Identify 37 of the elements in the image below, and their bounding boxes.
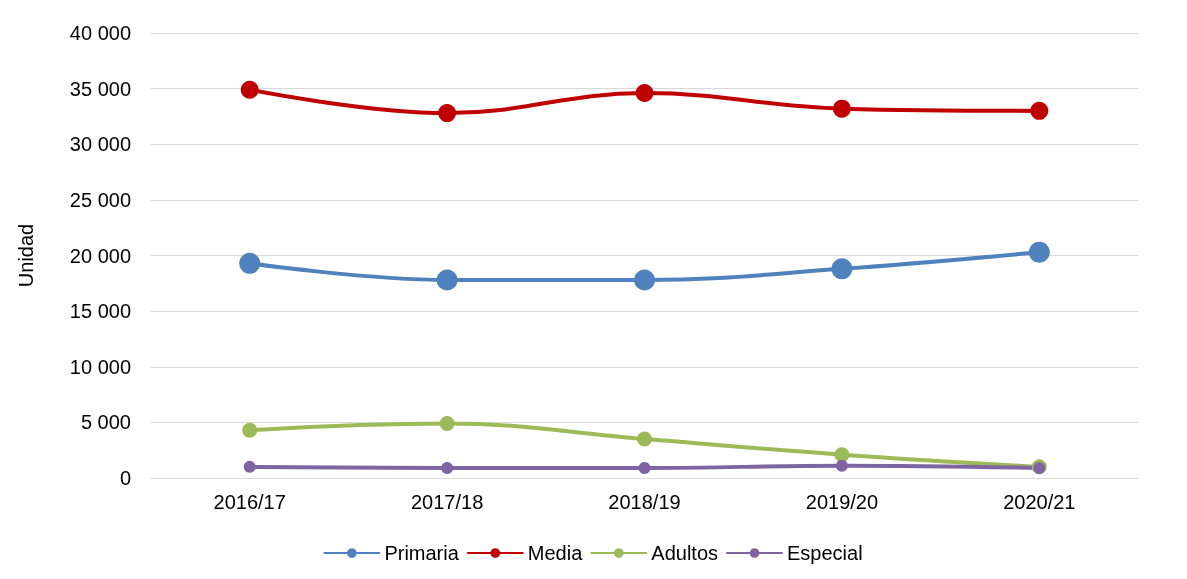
point: [637, 431, 652, 447]
point: [832, 99, 851, 118]
x-tick-label: 2018/19: [608, 491, 681, 513]
point: [638, 461, 651, 474]
point: [635, 84, 654, 103]
x-tick-label: 2016/17: [213, 491, 286, 513]
y-axis-title: Unidad: [15, 223, 37, 288]
point: [835, 459, 848, 472]
y-tick-label: 40 000: [69, 22, 131, 44]
point: [834, 447, 850, 463]
x-tick-label: 2020/21: [1003, 491, 1076, 513]
point: [439, 415, 455, 431]
y-tick-label: 35 000: [69, 77, 131, 100]
point: [243, 460, 256, 473]
point: [436, 269, 458, 291]
y-tick-label: 20 000: [69, 244, 131, 267]
point: [634, 269, 655, 291]
point: [441, 461, 454, 474]
y-tick-label: 30 000: [69, 133, 131, 156]
y-tick-label: 15 000: [69, 300, 131, 323]
legend-label: Adultos: [651, 542, 719, 564]
point: [438, 104, 457, 123]
point: [239, 252, 261, 274]
point: [240, 80, 259, 99]
y-tick-label: 0: [119, 467, 131, 489]
y-tick-label: 5 000: [80, 411, 131, 434]
point: [1028, 241, 1050, 263]
y-tick-label: 25 000: [69, 188, 131, 211]
point: [831, 258, 853, 280]
legend-label: Media: [527, 542, 584, 564]
legend-label: Especial: [787, 542, 863, 564]
y-tick-label: 10 000: [69, 355, 131, 378]
point: [242, 422, 258, 438]
legend-label: Primaria: [384, 542, 460, 564]
x-tick-label: 2019/20: [805, 491, 879, 513]
x-tick-label: 2017/18: [410, 491, 484, 513]
point: [1030, 101, 1049, 120]
